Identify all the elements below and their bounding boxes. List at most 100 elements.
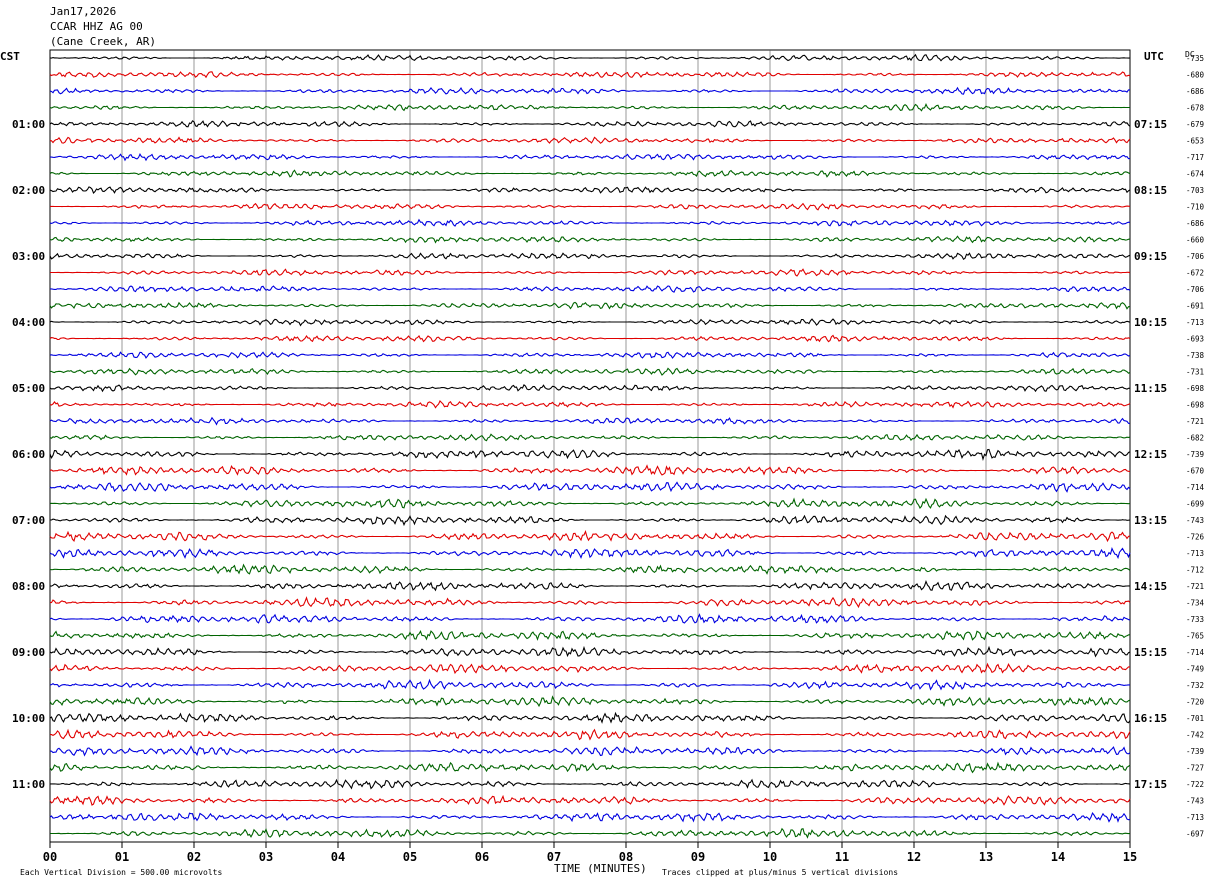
dc-offset-label: -701 — [1186, 714, 1204, 723]
left-time-label: 08:00 — [12, 580, 45, 593]
seismic-trace — [49, 285, 1131, 293]
dc-offset-label: -765 — [1186, 632, 1204, 641]
x-tick-label: 01 — [115, 850, 129, 864]
left-time-label: 04:00 — [12, 316, 45, 329]
left-timezone-label: CST — [0, 50, 20, 63]
dc-offset-labels: -735 -680 -686 -678 -679 -653 -717 -674 -703 -710… — [1186, 54, 1205, 839]
right-time-label: 10:15 — [1134, 316, 1167, 329]
dc-offset-label: -686 — [1186, 219, 1205, 228]
seismic-trace — [49, 351, 1131, 359]
seismic-trace — [49, 86, 1130, 95]
right-time-label: 11:15 — [1134, 382, 1167, 395]
clip-note: Traces clipped at plus/minus 5 vertical … — [662, 868, 899, 877]
dc-offset-label: -672 — [1186, 269, 1204, 278]
seismic-trace — [49, 186, 1131, 194]
header-station: CCAR HHZ AG 00 — [50, 20, 143, 33]
right-time-label: 12:15 — [1134, 448, 1167, 461]
dc-offset-label: -678 — [1186, 104, 1205, 113]
seismic-trace — [49, 711, 1131, 724]
right-time-label: 15:15 — [1134, 646, 1167, 659]
dc-offset-label: -693 — [1186, 335, 1204, 344]
right-time-label: 08:15 — [1134, 184, 1167, 197]
x-tick-label: 14 — [1051, 850, 1065, 864]
dc-offset-label: -691 — [1186, 302, 1204, 311]
x-tick-label: 06 — [475, 850, 489, 864]
left-time-label: 02:00 — [12, 184, 45, 197]
dc-offset-label: -674 — [1186, 170, 1205, 179]
x-tick-label: 10 — [763, 850, 777, 864]
dc-offset-label: -722 — [1186, 780, 1204, 789]
x-tick-label: 09 — [691, 850, 705, 864]
dc-offset-label: -731 — [1186, 368, 1204, 377]
seismic-trace — [49, 400, 1131, 409]
seismic-trace — [49, 416, 1131, 426]
x-tick-label: 03 — [259, 850, 273, 864]
seismic-trace — [49, 384, 1131, 393]
left-time-label: 10:00 — [12, 712, 45, 725]
seismic-trace — [49, 613, 1131, 624]
seismic-trace — [49, 218, 1131, 227]
seismic-trace — [49, 629, 1131, 641]
x-tick-label: 12 — [907, 850, 921, 864]
x-tick-label: 15 — [1123, 850, 1137, 864]
dc-offset-label: -742 — [1186, 731, 1204, 740]
x-tick-label: 02 — [187, 850, 201, 864]
dc-offset-label: -714 — [1186, 483, 1205, 492]
seismic-trace — [49, 318, 1131, 327]
seismic-trace — [49, 153, 1131, 162]
x-tick-label: 11 — [835, 850, 849, 864]
header-date: Jan17,2026 — [50, 5, 117, 18]
dc-offset-label: -699 — [1186, 500, 1204, 509]
right-time-label: 09:15 — [1134, 250, 1167, 263]
left-time-label: 06:00 — [12, 448, 45, 461]
seismic-trace — [49, 678, 1130, 691]
dc-offset-label: -713 — [1186, 318, 1204, 327]
right-time-label: 07:15 — [1134, 118, 1167, 131]
x-axis-ticks: 00 01 02 03 04 05 06 07 08 09 10 11 12 13 14 15 — [43, 842, 1137, 864]
dc-offset-label: -660 — [1186, 236, 1205, 245]
x-tick-label: 07 — [547, 850, 561, 864]
seismic-trace — [49, 169, 1131, 178]
dc-offset-label: -726 — [1186, 533, 1205, 542]
seismic-trace — [49, 120, 1131, 128]
dc-offset-label: -712 — [1186, 566, 1204, 575]
dc-offset-label: -703 — [1186, 186, 1204, 195]
dc-offset-label: -714 — [1186, 648, 1205, 657]
dc-offset-label: -697 — [1186, 830, 1204, 839]
seismic-trace — [49, 745, 1131, 757]
seismic-trace — [49, 252, 1131, 260]
x-tick-label: 05 — [403, 850, 417, 864]
seismic-trace — [49, 695, 1131, 708]
seismic-trace — [49, 334, 1131, 343]
seismic-trace — [49, 235, 1131, 244]
seismic-trace — [49, 71, 1131, 79]
seismic-trace — [49, 563, 1131, 575]
right-time-labels: 07:15 08:15 09:15 10:15 11:15 12:15 13:15 14:15… — [1134, 118, 1167, 791]
left-time-label: 01:00 — [12, 118, 45, 131]
x-tick-label: 00 — [43, 850, 57, 864]
seismic-trace — [49, 547, 1131, 560]
dc-offset-label: -682 — [1186, 434, 1204, 443]
dc-offset-label: -734 — [1186, 599, 1205, 608]
dc-offset-label: -739 — [1186, 450, 1204, 459]
dc-offset-label: -721 — [1186, 417, 1204, 426]
dc-offset-label: -743 — [1186, 797, 1204, 806]
seismic-trace — [49, 662, 1130, 675]
dc-offset-label: -706 — [1186, 285, 1205, 294]
seismic-trace — [49, 596, 1131, 609]
seismic-trace — [49, 645, 1131, 658]
seismic-trace — [49, 53, 1131, 62]
dc-offset-label: -732 — [1186, 681, 1204, 690]
right-time-label: 16:15 — [1134, 712, 1167, 725]
left-time-label: 03:00 — [12, 250, 45, 263]
seismic-trace — [49, 367, 1131, 376]
dc-offset-label: -721 — [1186, 582, 1204, 591]
dc-offset-label: -733 — [1186, 615, 1204, 624]
dc-offset-label: -735 — [1186, 54, 1204, 63]
left-time-label: 09:00 — [12, 646, 45, 659]
dc-offset-label: -743 — [1186, 516, 1204, 525]
dc-offset-label: -738 — [1186, 351, 1205, 360]
x-tick-label: 04 — [331, 850, 345, 864]
seismic-trace — [49, 761, 1131, 774]
